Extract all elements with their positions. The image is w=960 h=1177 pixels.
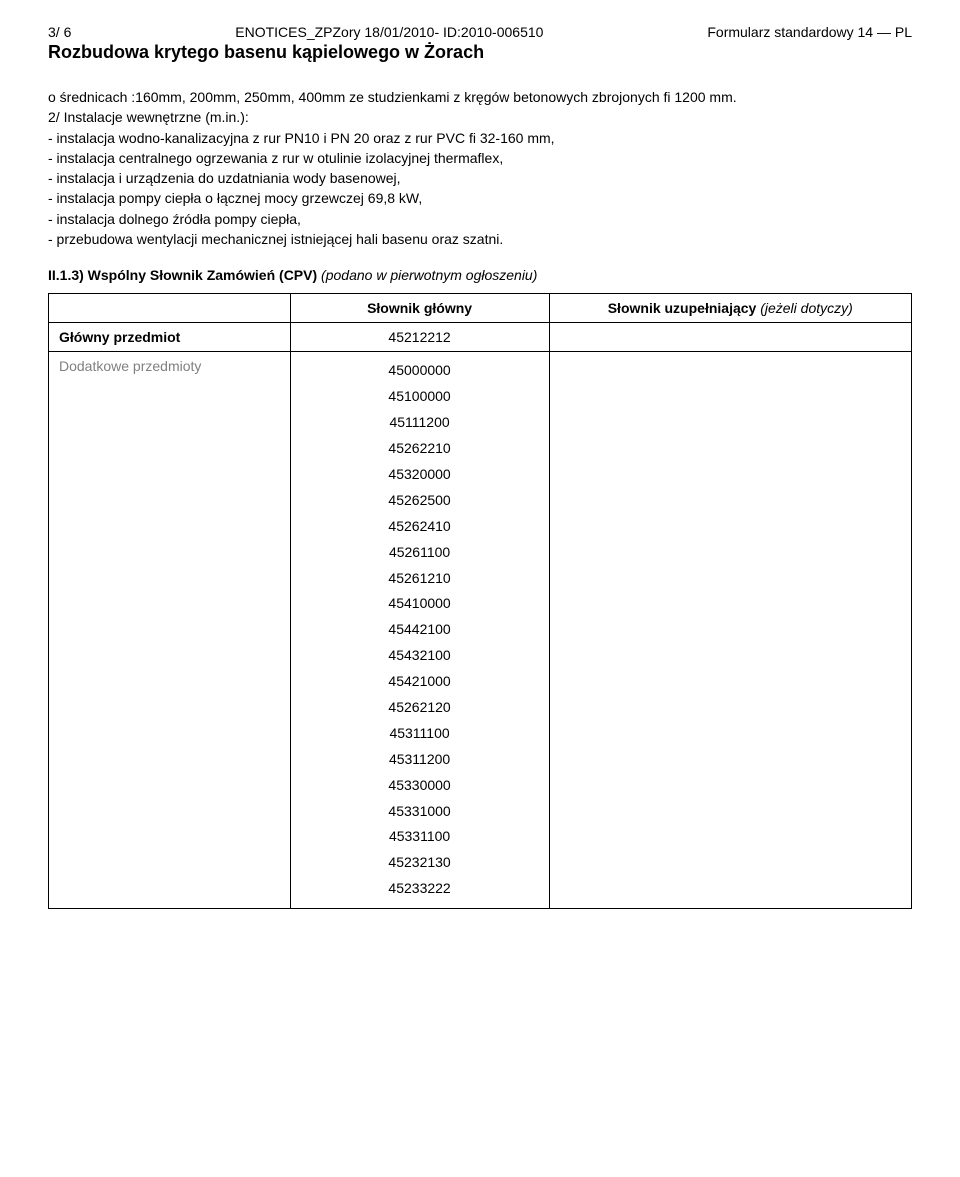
body-line: 2/ Instalacje wewnętrzne (m.in.): [48, 107, 912, 127]
cpv-code: 45442100 [301, 617, 539, 643]
section-heading: II.1.3) Wspólny Słownik Zamówień (CPV) (… [48, 267, 912, 283]
cpv-code: 45261100 [301, 540, 539, 566]
cpv-code: 45432100 [301, 643, 539, 669]
page-number: 3/ 6 [48, 24, 71, 40]
cpv-code: 45262120 [301, 695, 539, 721]
cpv-code: 45331000 [301, 799, 539, 825]
body-line: - instalacja wodno-kanalizacyjna z rur P… [48, 128, 912, 148]
cpv-code: 45421000 [301, 669, 539, 695]
cpv-code: 45320000 [301, 462, 539, 488]
header-supp: Słownik uzupełniający (jeżeli dotyczy) [549, 294, 911, 323]
cpv-code: 45262500 [301, 488, 539, 514]
section-heading-prefix: II.1.3) Wspólny Słownik Zamówień (CPV) [48, 267, 317, 283]
header-center: ENOTICES_ZPZory 18/01/2010- ID:2010-0065… [71, 24, 707, 40]
body-text: o średnicach :160mm, 200mm, 250mm, 400mm… [48, 87, 912, 249]
row-add-label-text: Dodatkowe przedmioty [59, 358, 201, 374]
cpv-code: 45261210 [301, 566, 539, 592]
cpv-code: 45331100 [301, 824, 539, 850]
body-line: o średnicach :160mm, 200mm, 250mm, 400mm… [48, 87, 912, 107]
cpv-code: 45311200 [301, 747, 539, 773]
row-add-codes: 45000000 45100000 45111200 45262210 4532… [290, 352, 549, 909]
header-supp-prefix: Słownik uzupełniający [608, 300, 757, 316]
header-main: Słownik główny [290, 294, 549, 323]
cpv-code: 45100000 [301, 384, 539, 410]
body-line: - przebudowa wentylacji mechanicznej ist… [48, 229, 912, 249]
document-title: Rozbudowa krytego basenu kąpielowego w Ż… [48, 42, 912, 63]
body-line: - instalacja pompy ciepła o łącznej mocy… [48, 188, 912, 208]
row-main-label-text: Główny przedmiot [59, 329, 180, 345]
body-line: - instalacja i urządzenia do uzdatniania… [48, 168, 912, 188]
table-row-additional: Dodatkowe przedmioty 45000000 45100000 4… [49, 352, 912, 909]
row-add-label: Dodatkowe przedmioty [49, 352, 291, 909]
header-supp-suffix: (jeżeli dotyczy) [756, 300, 852, 316]
row-main-code: 45212212 [290, 323, 549, 352]
cpv-code: 45330000 [301, 773, 539, 799]
cpv-code: 45262410 [301, 514, 539, 540]
section-heading-suffix: (podano w pierwotnym ogłoszeniu) [317, 267, 537, 283]
body-line: - instalacja dolnego źródła pompy ciepła… [48, 209, 912, 229]
cpv-code: 45000000 [301, 358, 539, 384]
header-row: 3/ 6 ENOTICES_ZPZory 18/01/2010- ID:2010… [48, 24, 912, 40]
table-header-row: Słownik główny Słownik uzupełniający (je… [49, 294, 912, 323]
table-row-main: Główny przedmiot 45212212 [49, 323, 912, 352]
cpv-code: 45233222 [301, 876, 539, 902]
cpv-code: 45410000 [301, 591, 539, 617]
row-main-label: Główny przedmiot [49, 323, 291, 352]
cpv-code: 45262210 [301, 436, 539, 462]
row-main-supp [549, 323, 911, 352]
cpv-code: 45311100 [301, 721, 539, 747]
header-empty [49, 294, 291, 323]
body-line: - instalacja centralnego ogrzewania z ru… [48, 148, 912, 168]
page: 3/ 6 ENOTICES_ZPZory 18/01/2010- ID:2010… [0, 0, 960, 957]
cpv-code: 45111200 [301, 410, 539, 436]
header-right: Formularz standardowy 14 — PL [707, 24, 912, 40]
cpv-table: Słownik główny Słownik uzupełniający (je… [48, 293, 912, 909]
row-add-supp [549, 352, 911, 909]
cpv-code: 45232130 [301, 850, 539, 876]
